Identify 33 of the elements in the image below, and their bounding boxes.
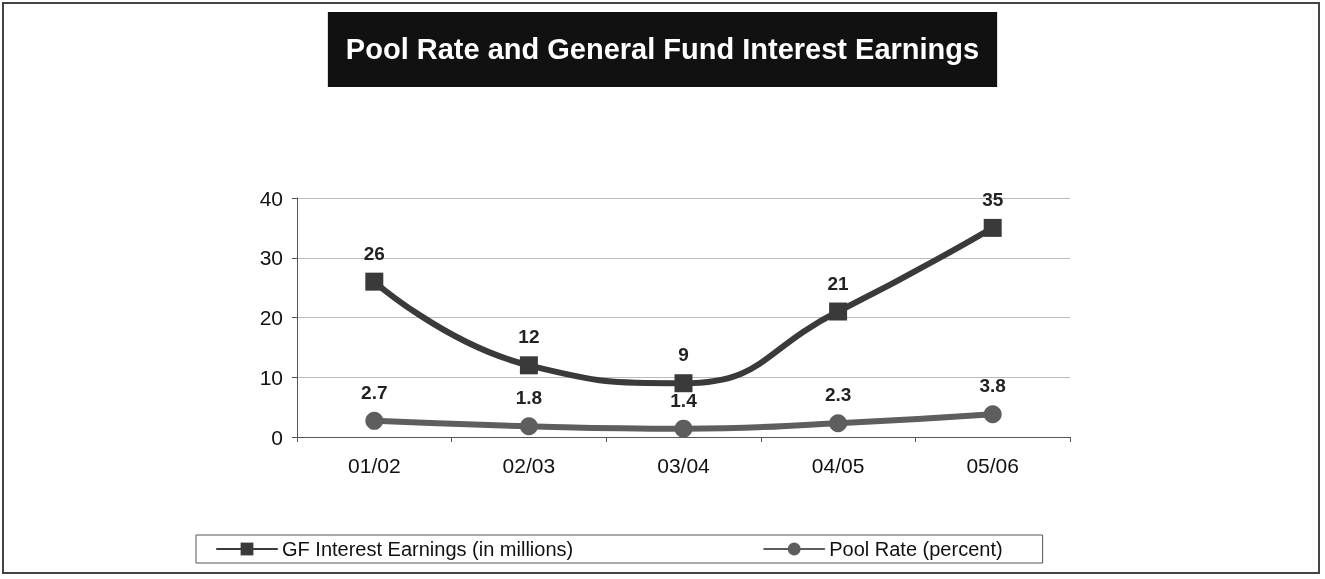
point <box>674 374 693 393</box>
point <box>674 419 693 438</box>
point <box>829 414 848 433</box>
legend-label: Pool Rate (percent) <box>829 538 1003 560</box>
y-tick-label: 20 <box>259 306 283 329</box>
legend-label: GF Interest Earnings (in millions) <box>282 538 574 560</box>
x-tick-label: 04/05 <box>811 454 865 477</box>
point <box>519 417 538 436</box>
chart-title: Pool Rate and General Fund Interest Earnings <box>345 32 980 65</box>
y-tick-label: 10 <box>259 365 283 389</box>
data-label: 12 <box>518 326 540 348</box>
point <box>519 356 538 375</box>
data-label: 1.4 <box>670 389 698 411</box>
data-label: 35 <box>982 188 1004 210</box>
y-tick-label: 40 <box>259 186 283 210</box>
data-label: 26 <box>363 242 385 264</box>
data-label: 3.8 <box>979 375 1006 397</box>
data-label: 1.8 <box>515 387 543 409</box>
point <box>983 405 1002 424</box>
data-label: 2.7 <box>361 381 388 403</box>
x-tick-label: 05/06 <box>966 454 1019 477</box>
point <box>365 272 384 291</box>
y-tick-label: 0 <box>271 425 283 449</box>
data-label: 21 <box>827 272 850 294</box>
point <box>983 218 1002 237</box>
data-label: 2.3 <box>824 384 852 406</box>
point <box>829 302 848 321</box>
x-tick-label: 02/03 <box>502 454 556 477</box>
point <box>365 411 384 430</box>
x-tick-label: 01/02 <box>348 454 401 477</box>
data-label: 9 <box>678 344 689 366</box>
y-tick-label: 30 <box>259 246 283 270</box>
x-tick-label: 03/04 <box>657 454 711 477</box>
